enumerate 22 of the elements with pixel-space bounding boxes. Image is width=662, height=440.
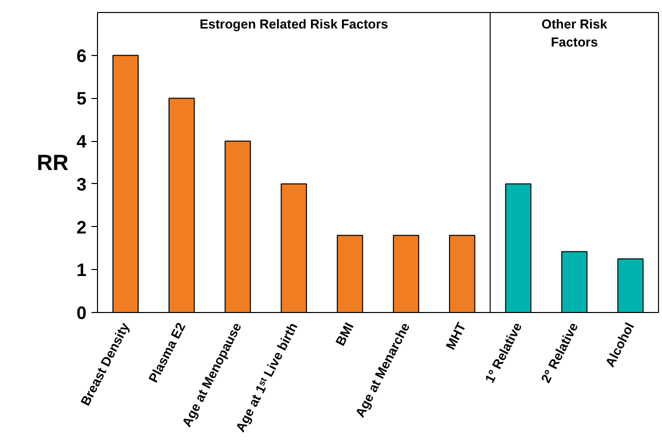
bar [505,183,532,312]
y-tick-label: 6 [76,46,87,66]
y-tick-label: 3 [76,174,87,194]
x-tick-label: MHT [442,320,469,352]
bar [336,234,364,312]
bar [561,251,588,312]
annotation: Other Risk Factors [541,16,608,50]
bar [392,234,420,312]
bar [280,183,307,312]
y-tick-label: 1 [76,260,87,280]
y-tick-label: 4 [76,132,87,152]
bar [224,140,251,312]
bar [617,258,644,312]
bar [168,98,195,312]
bar [449,234,476,312]
y-tick-label: 0 [76,303,87,323]
y-axis-title: RR [36,150,69,175]
bar [112,54,139,312]
y-tick-label: 2 [76,217,87,238]
y-tick-label: 5 [76,88,87,109]
annotation: Estrogen Related Risk Factors [200,16,388,32]
x-tick-label: BMI [332,320,357,348]
